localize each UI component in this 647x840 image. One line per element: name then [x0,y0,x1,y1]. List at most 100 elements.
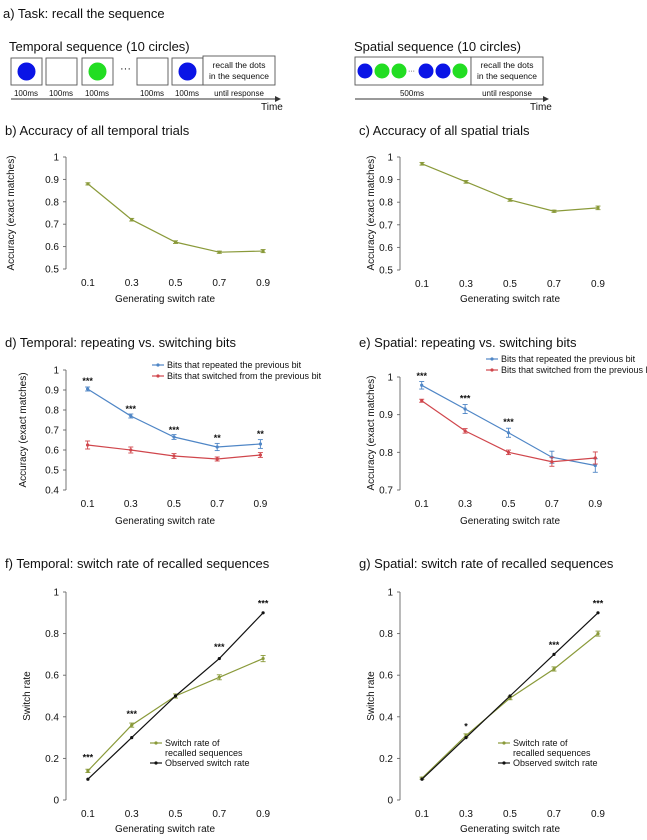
data-point [508,694,512,698]
y-axis-label: Switch rate [366,671,377,721]
chart-title: f) Temporal: switch rate of recalled seq… [5,556,270,571]
y-tick-label: 0.8 [45,197,59,208]
data-point [217,656,221,661]
data-point [130,723,134,727]
temporal-duration-1: 100ms [14,89,38,98]
legend-label: Bits that repeated the previous bit [167,360,302,370]
y-tick-label: 0.8 [45,406,59,417]
spatial-circle-5 [435,63,451,79]
y-tick-label: 0.7 [45,220,59,231]
x-tick-label: 0.9 [588,499,602,510]
data-point [86,777,90,781]
spatial-recall-line-2: in the sequence [477,71,537,81]
data-point [552,652,556,657]
data-point [217,675,221,679]
legend-label-continued: recalled sequences [513,748,591,758]
legend-swatch-marker [156,374,160,378]
y-tick-label: 0.8 [379,629,393,640]
data-point [129,414,133,418]
legend-swatch-marker [154,761,158,765]
spatial-until-response: until response [482,89,532,98]
significance-marker: *** [503,417,514,427]
data-point [596,632,600,636]
legend-label-continued: recalled sequences [165,748,243,758]
temporal-sequence-title: Temporal sequence (10 circles) [9,39,190,54]
x-tick-label: 0.9 [591,279,605,290]
data-point [258,453,262,457]
data-point [593,463,597,468]
temporal-circle-3 [88,62,107,81]
data-point [130,736,134,740]
data-point [550,460,554,464]
data-point [217,250,221,254]
y-tick-label: 1 [53,588,59,599]
data-point [86,443,90,447]
legend-label: Bits that switched from the previous bit [501,365,647,375]
y-tick-label: 0.6 [45,671,59,682]
x-tick-label: 0.1 [81,278,95,289]
y-tick-label: 0.8 [379,198,393,209]
data-point [506,431,511,435]
data-point [420,383,424,387]
legend-label: Bits that switched from the previous bit [167,371,322,381]
data-point [596,206,600,210]
legend-swatch-marker [502,761,506,765]
x-tick-label: 0.7 [212,809,226,820]
data-point [261,656,265,661]
chart-e: e) Spatial: repeating vs. switching bits… [359,335,647,527]
y-axis-label: Accuracy (exact matches) [366,375,377,490]
x-tick-label: 0.9 [591,809,605,820]
chart-b: b) Accuracy of all temporal trials 0.5 0.6… [5,123,270,305]
x-tick-label: 0.7 [545,499,559,510]
temporal-duration-4: 100ms [140,89,164,98]
data-point [261,249,265,253]
temporal-duration-2: 100ms [49,89,73,98]
data-point [552,667,556,671]
temporal-recall-box [202,55,276,86]
spatial-duration: 500ms [400,89,424,98]
temporal-time-arrowhead [275,96,281,102]
chart-title: b) Accuracy of all temporal trials [5,123,190,138]
chart-c: c) Accuracy of all spatial trials 0.5 0.6 0… [359,123,605,305]
data-point [173,694,178,698]
x-tick-label: 0.5 [502,499,516,510]
x-tick-label: 0.5 [503,279,517,290]
y-tick-label: 0.5 [45,466,59,477]
significance-marker: *** [169,425,180,435]
data-point [215,457,219,461]
data-point [508,198,512,202]
data-point [464,736,468,740]
legend-label: Bits that repeated the previous bit [501,354,636,364]
temporal-circle-1 [17,62,36,81]
y-tick-label: 0.2 [379,754,393,765]
y-tick-label: 0.7 [379,220,393,231]
x-axis-label: Generating switch rate [460,294,560,305]
significance-marker: *** [126,404,137,414]
data-point [420,162,424,166]
data-point [464,180,468,184]
temporal-time-label: Time [261,102,283,113]
spatial-circle-3 [391,63,407,79]
temporal-duration-3: 100ms [85,89,109,98]
x-tick-label: 0.3 [125,809,139,820]
x-tick-label: 0.9 [253,499,267,510]
series-line [421,163,599,212]
y-tick-label: 0.4 [45,712,59,723]
x-tick-label: 0.1 [415,499,429,510]
x-tick-label: 0.7 [210,499,224,510]
significance-marker: *** [126,709,137,719]
x-axis-label: Generating switch rate [460,516,560,527]
y-tick-label: 0.6 [45,242,59,253]
temporal-ellipsis: ··· [120,63,131,75]
data-point [261,611,265,615]
data-point [420,399,424,403]
significance-marker: *** [83,752,94,762]
y-tick-label: 0.9 [45,175,59,186]
y-tick-label: 0.8 [379,448,393,459]
y-tick-label: 0 [53,796,59,807]
y-tick-label: 0.2 [45,754,59,765]
x-tick-label: 0.5 [503,809,517,820]
significance-marker: *** [258,599,269,609]
